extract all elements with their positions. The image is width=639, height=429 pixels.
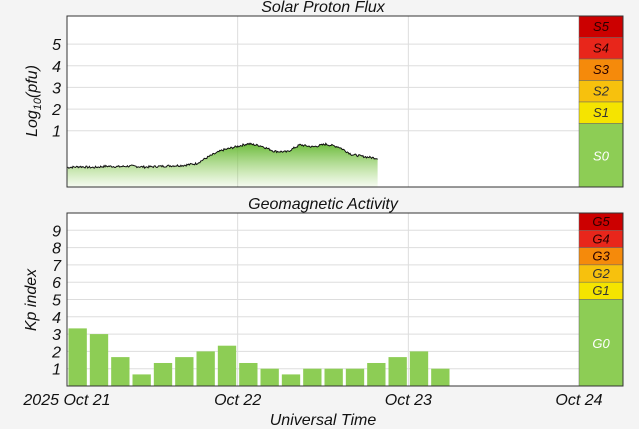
kp-y-tick-label: 2 xyxy=(51,344,61,361)
time-axis-tick-label: Oct 22 xyxy=(214,392,261,409)
scale-level-label: S1 xyxy=(593,105,609,120)
kp-bar xyxy=(260,368,279,386)
kp-bar xyxy=(388,357,407,386)
s-scale-legend: S5 S4 S3 S2 S1 S0 xyxy=(578,15,624,188)
y-label-unit: (pfu) xyxy=(24,65,41,98)
geomagnetic-title: Geomagnetic Activity xyxy=(248,196,399,213)
kp-bar xyxy=(132,374,151,386)
kp-bar xyxy=(175,357,194,386)
scale-level-label: G4 xyxy=(592,231,609,246)
proton-flux-frame xyxy=(66,15,624,188)
kp-bar xyxy=(409,351,429,386)
kp-bar xyxy=(324,368,343,386)
time-axis-tick-label: Oct 23 xyxy=(385,392,432,409)
kp-bars xyxy=(68,328,450,386)
kp-bar xyxy=(431,368,450,386)
kp-bar xyxy=(196,351,215,386)
kp-bar xyxy=(111,357,130,386)
g-scale-legend: G5 G4 G3 G2 G1 G0 xyxy=(578,212,624,387)
kp-bar xyxy=(345,368,365,386)
kp-bar xyxy=(281,374,301,386)
proton-flux-title: Solar Proton Flux xyxy=(261,0,386,16)
kp-y-tick-label: 1 xyxy=(52,362,61,379)
scale-level-s0 xyxy=(578,123,624,188)
scale-level-label: G5 xyxy=(592,214,610,229)
scale-level-label: S0 xyxy=(593,148,610,163)
scale-level-label: G2 xyxy=(592,266,610,281)
proton-flux-y-tick-label: 1 xyxy=(52,124,61,141)
proton-flux-y-tick-label: 4 xyxy=(52,59,61,76)
scale-level-g0 xyxy=(578,299,624,387)
kp-y-tick-label: 9 xyxy=(52,223,61,240)
y-label-subscript: 10 xyxy=(32,97,44,110)
time-axis-ticks: 2025 Oct 21 Oct 22 Oct 23 Oct 24 xyxy=(22,392,602,409)
time-axis-tick-label: Oct 24 xyxy=(555,392,602,409)
kp-bar xyxy=(239,362,258,386)
proton-flux-line xyxy=(66,142,378,170)
kp-bar xyxy=(303,368,322,386)
time-axis-tick-label: 2025 Oct 21 xyxy=(22,392,110,409)
proton-flux-y-ticks: 1 2 3 4 5 xyxy=(51,37,61,141)
scale-level-label: S5 xyxy=(593,19,610,34)
kp-bar xyxy=(217,345,237,386)
kp-bar xyxy=(153,362,173,386)
kp-y-tick-label: 7 xyxy=(52,258,62,275)
scale-level-label: G3 xyxy=(592,249,610,264)
scale-level-label: S2 xyxy=(593,84,610,99)
kp-bar xyxy=(68,328,87,386)
y-label-log: Log xyxy=(24,110,41,137)
scale-level-label: S3 xyxy=(593,62,610,77)
proton-flux-y-tick-label: 5 xyxy=(52,37,61,54)
scale-level-label: G0 xyxy=(592,336,610,351)
proton-flux-y-label: Log10(pfu) xyxy=(24,65,44,137)
scale-level-label: S4 xyxy=(593,41,609,56)
kp-y-tick-label: 5 xyxy=(52,293,61,310)
kp-y-tick-label: 3 xyxy=(52,327,61,344)
scale-level-label: G1 xyxy=(592,283,609,298)
kp-bar xyxy=(89,334,109,386)
kp-y-tick-label: 4 xyxy=(52,310,61,327)
proton-flux-grid xyxy=(67,16,579,187)
proton-flux-y-tick-label: 3 xyxy=(52,80,61,97)
time-axis-label: Universal Time xyxy=(270,412,377,429)
geomagnetic-frame xyxy=(66,212,624,387)
kp-y-tick-label: 6 xyxy=(52,275,61,292)
kp-y-label: Kp index xyxy=(23,268,40,331)
kp-y-tick-label: 8 xyxy=(52,241,61,258)
geomagnetic-grid xyxy=(67,213,579,386)
kp-bar xyxy=(367,362,386,386)
proton-flux-area xyxy=(67,143,378,187)
proton-flux-y-tick-label: 2 xyxy=(51,102,61,119)
